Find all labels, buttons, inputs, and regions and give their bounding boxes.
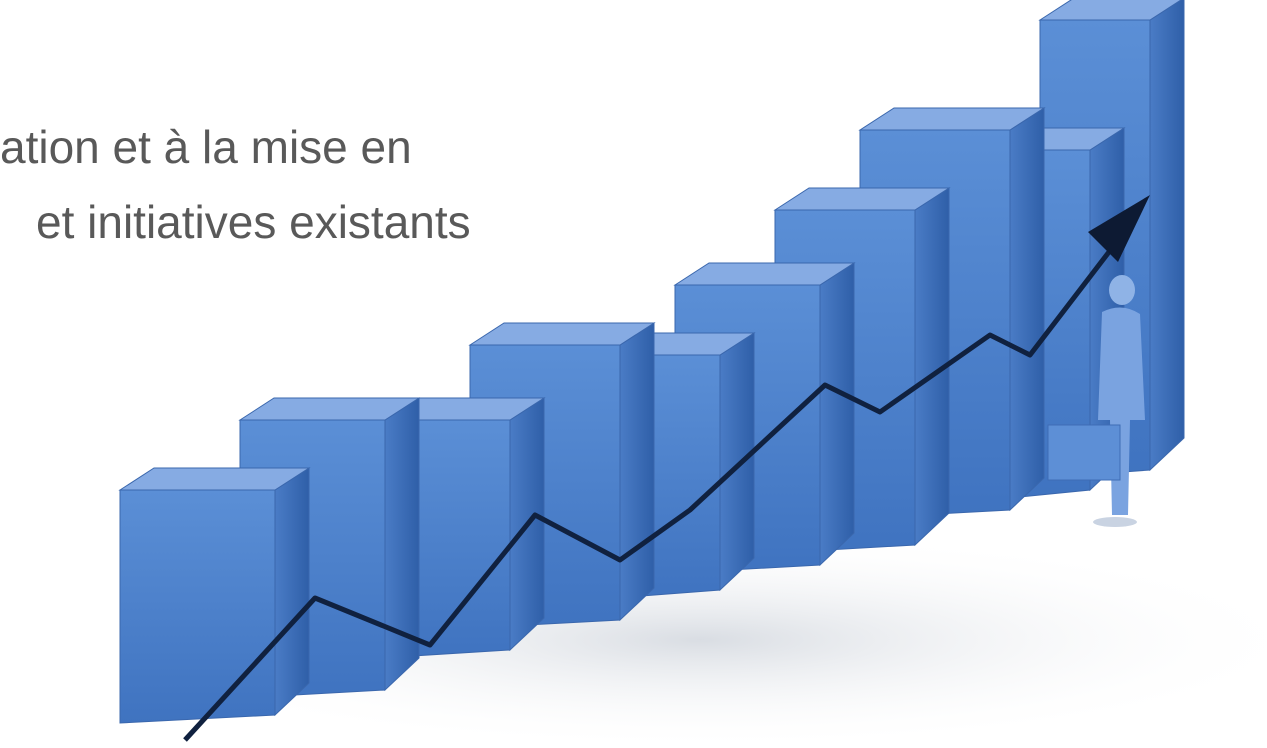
- person: [1047, 275, 1145, 527]
- box-side: [819, 262, 855, 567]
- text-line: ation et à la mise en: [0, 121, 412, 173]
- arrow-head: [1088, 195, 1150, 262]
- trend-line: [183, 246, 1114, 742]
- text-line: et initiatives existants: [36, 196, 471, 248]
- box-front: [119, 489, 276, 724]
- box-side: [1149, 0, 1185, 472]
- box-side: [1009, 107, 1045, 512]
- box-side: [619, 322, 655, 622]
- box-side: [384, 397, 420, 692]
- bars: [118, 0, 1185, 724]
- box-top: [118, 467, 311, 491]
- box-side: [274, 467, 310, 717]
- box-side: [719, 332, 755, 592]
